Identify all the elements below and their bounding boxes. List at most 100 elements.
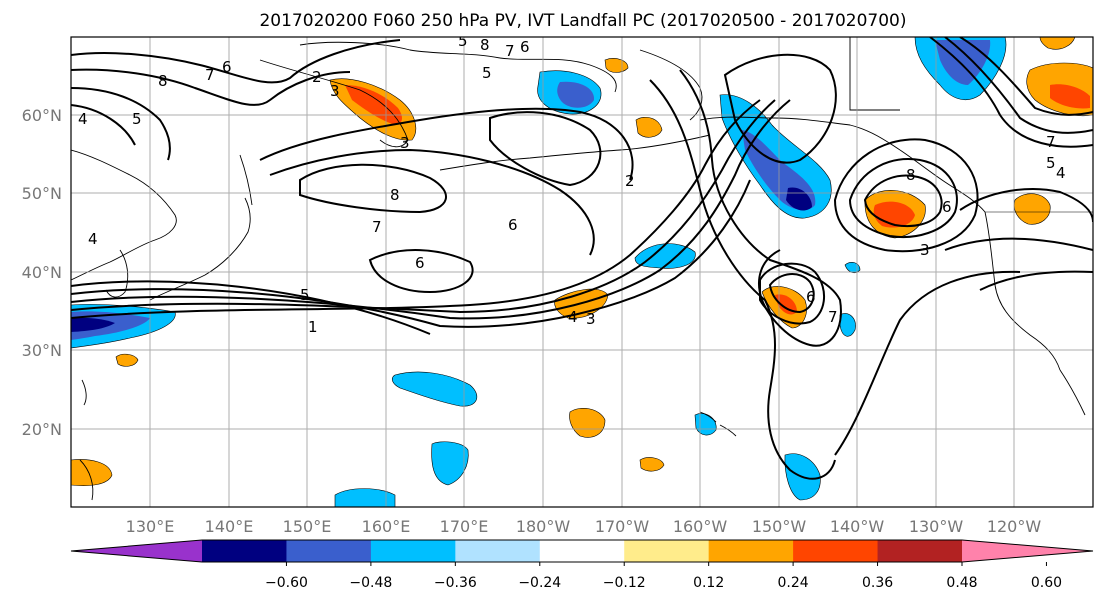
colorbar-tick-label: 0.12 [693, 575, 724, 591]
lat-label-50n: 50°N [22, 184, 62, 203]
lat-label-60n: 60°N [22, 106, 62, 125]
lon-label: 140°E [205, 517, 254, 536]
contour-label: 7 [1046, 133, 1056, 151]
colorbar-tick-label: 0.60 [1031, 575, 1062, 591]
lat-label-20n: 20°N [22, 420, 62, 439]
shading-orange-east-1 [1013, 193, 1051, 225]
shading-navy-west-pacific [71, 317, 115, 332]
pv-contours [71, 37, 1093, 480]
contour-label: 4 [78, 110, 88, 128]
contour-east-3 [959, 37, 1093, 116]
contour-label: 1 [308, 318, 318, 336]
contour-east-6 [979, 270, 1093, 291]
contour-label: 8 [390, 186, 400, 204]
lon-label: 120°W [987, 517, 1042, 536]
coast-philippines [79, 459, 94, 501]
contour-label: 7 [205, 66, 215, 84]
colorbar-cell [202, 540, 287, 562]
shading-red-hawaii-north [775, 294, 797, 315]
shading-blue-central-pacific [634, 243, 696, 269]
contour-closed-low-hawaii [759, 262, 826, 325]
latitude-labels: 60°N 50°N 40°N 30°N 20°N [22, 106, 62, 439]
contour-label: 5 [1046, 154, 1056, 172]
coast-canada-inner [849, 37, 900, 111]
colorbar: −0.60 −0.48 −0.36 −0.24 −0.12 0.12 0.24 0.36 0.4… [70, 539, 1094, 591]
colorbar-cell [793, 540, 879, 562]
shading-blue-small-1 [844, 261, 861, 274]
colorbar-tick-label: 0.36 [862, 575, 893, 591]
contour-label: 4 [88, 230, 98, 248]
contour-jet-4 [71, 179, 751, 328]
contour-label: 7 [828, 308, 838, 326]
lon-label: 160°W [673, 517, 728, 536]
shading-orange-sub-4 [115, 353, 139, 367]
shading-orange-bering-small [635, 117, 663, 138]
contour-label: 3 [586, 310, 596, 328]
contour-jet-5 [71, 280, 431, 335]
gridlines [71, 37, 1093, 507]
contour-labels: 8 7 6 5 4 3 2 1 5 6 8 7 6 5 4 3 8 7 6 5 [78, 32, 1066, 336]
shading-blue-subtropic-1 [391, 371, 478, 407]
colorbar-extend-low [71, 540, 202, 562]
colorbar-tick-label: −0.48 [349, 575, 392, 591]
map-frame [70, 36, 1094, 508]
contour-trough-1 [679, 69, 842, 347]
colorbar-tick-labels: −0.60 −0.48 −0.36 −0.24 −0.12 0.12 0.24 0.36 0.4… [265, 562, 1062, 591]
colorbar-cell [286, 540, 372, 562]
contour-label: 7 [372, 218, 382, 236]
contour-label: 6 [222, 58, 232, 76]
contour-trough-2 [649, 79, 836, 480]
colorbar-cells [70, 539, 1094, 563]
coast-us-west [984, 211, 1061, 371]
contour-label: 3 [920, 241, 930, 259]
shading-orange-sub-3 [71, 459, 113, 486]
contour-label: 5 [458, 32, 468, 50]
colorbar-extend-high [962, 540, 1093, 562]
coast-siberia-north [299, 41, 501, 59]
shading-blue-small-2 [839, 313, 856, 337]
coast-sakhalin [239, 154, 253, 206]
contour-east-2 [944, 37, 1093, 134]
contour-mid-wave-2 [269, 148, 595, 256]
contour-jet-1 [71, 99, 791, 320]
contour-canada-low-1 [833, 138, 979, 253]
contour-north-1 [71, 39, 401, 84]
contour-north-2 [71, 68, 351, 106]
colorbar-cell [708, 540, 794, 562]
lon-label: 130°W [909, 517, 964, 536]
lon-label: 180°W [516, 517, 571, 536]
colorbar-tick-label: −0.36 [434, 575, 477, 591]
colorbar-cell [877, 540, 963, 562]
lon-label: 130°E [126, 517, 175, 536]
contour-label: 8 [906, 166, 916, 184]
colorbar-cell [539, 540, 625, 562]
lon-label: 170°W [595, 517, 650, 536]
contour-label: 2 [625, 172, 635, 190]
lon-label: 150°W [752, 517, 807, 536]
contour-label: 5 [132, 110, 142, 128]
contour-gulf-high [723, 53, 837, 164]
coast-chukotka [499, 57, 617, 93]
contour-label: 6 [806, 288, 816, 306]
contour-label: 6 [942, 198, 952, 216]
contour-east-4 [959, 188, 1093, 223]
lat-label-40n: 40°N [22, 263, 62, 282]
contour-label: 6 [520, 38, 530, 56]
contour-southeast [834, 270, 1021, 456]
coast-baja [1059, 369, 1086, 416]
contour-label: 3 [330, 82, 340, 100]
contour-closed-low-hawaii-2 [768, 273, 815, 314]
contour-label: 4 [568, 308, 578, 326]
contour-label: 8 [158, 72, 168, 90]
colorbar-tick-label: −0.60 [265, 575, 308, 591]
colorbar-cell [455, 540, 541, 562]
map-panel: 8 7 6 5 4 3 2 1 5 6 8 7 6 5 4 3 8 7 6 5 [22, 32, 1094, 536]
lon-label: 170°E [440, 517, 489, 536]
coast-taiwan [81, 379, 87, 406]
shading-red-ne-corner [1050, 84, 1090, 109]
contour-mid-wave [259, 107, 634, 181]
contour-north-3 [71, 87, 171, 161]
contour-north-4 [71, 104, 136, 146]
contour-label: 5 [482, 64, 492, 82]
contour-closed-ridge [489, 111, 602, 187]
